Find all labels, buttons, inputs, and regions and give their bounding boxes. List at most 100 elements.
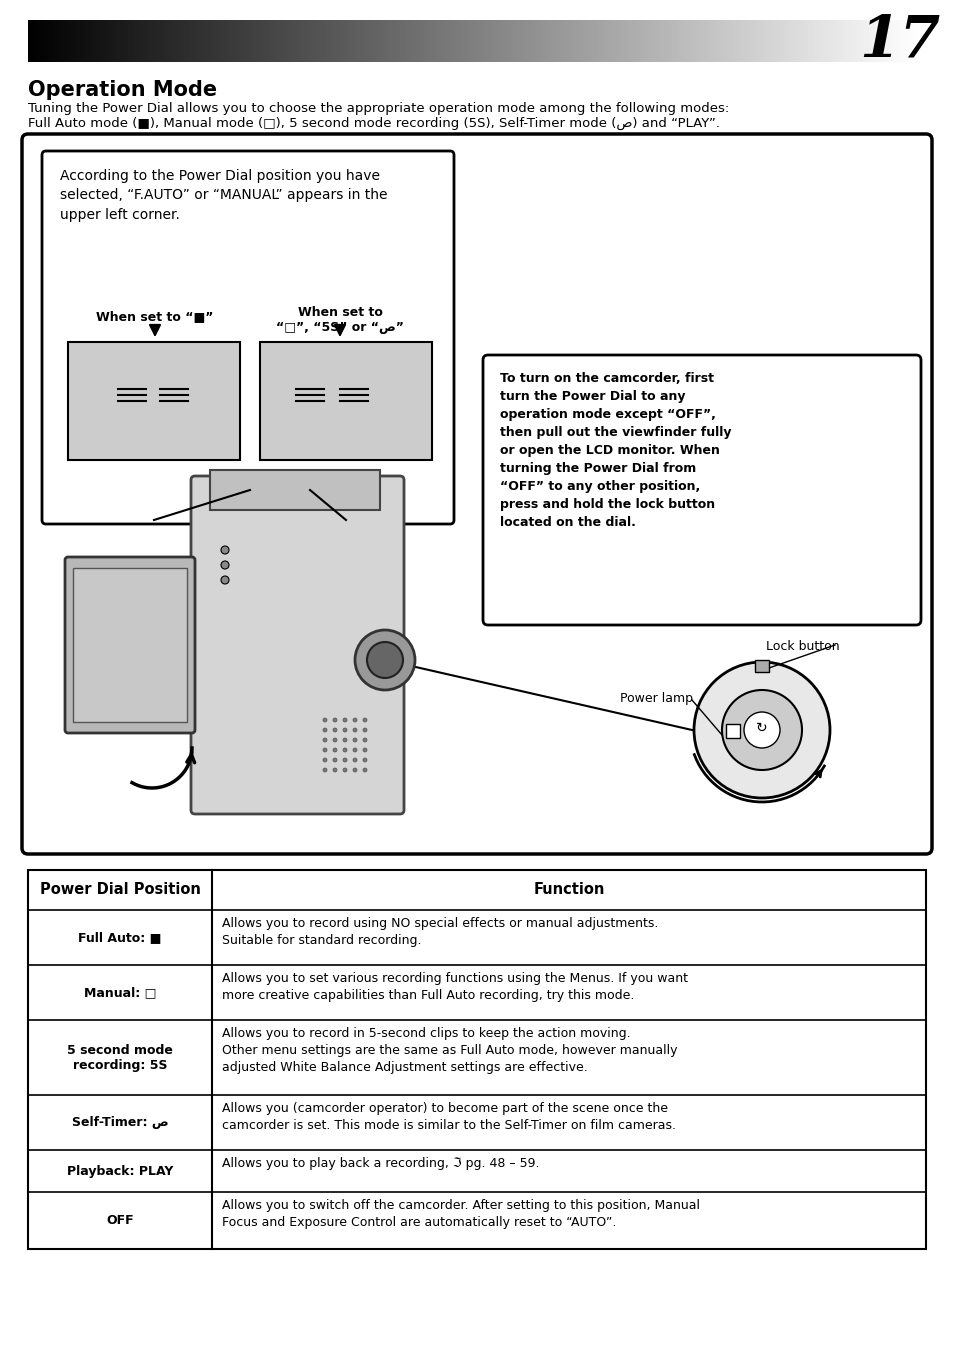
Bar	[442, 20, 446, 62]
Bar	[882, 20, 884, 62]
Bar	[295, 20, 298, 62]
Bar	[598, 20, 601, 62]
Bar	[152, 20, 156, 62]
Bar	[478, 20, 481, 62]
Bar	[331, 20, 335, 62]
Circle shape	[355, 630, 415, 690]
Bar	[863, 20, 866, 62]
Bar	[580, 20, 583, 62]
Circle shape	[333, 718, 336, 722]
Bar	[839, 20, 842, 62]
Bar	[132, 20, 136, 62]
Bar	[202, 20, 205, 62]
Bar	[420, 20, 423, 62]
Bar	[277, 20, 281, 62]
Bar	[710, 20, 713, 62]
Bar	[169, 20, 172, 62]
Bar	[730, 20, 733, 62]
Bar	[51, 20, 53, 62]
Bar	[760, 20, 764, 62]
Bar	[367, 20, 370, 62]
Bar	[578, 20, 581, 62]
Bar	[311, 20, 314, 62]
Bar	[605, 20, 608, 62]
Bar	[888, 20, 891, 62]
Bar	[759, 20, 761, 62]
Bar	[616, 20, 619, 62]
Bar	[522, 20, 526, 62]
Bar	[717, 20, 720, 62]
Bar	[266, 20, 270, 62]
Bar	[636, 20, 639, 62]
Text: Full Auto mode (■), Manual mode (□), 5 second mode recording (5S), Self-Timer mo: Full Auto mode (■), Manual mode (□), 5 s…	[28, 117, 720, 130]
Bar	[667, 20, 671, 62]
Bar	[166, 20, 170, 62]
Bar	[727, 20, 731, 62]
Bar	[177, 20, 180, 62]
Bar	[68, 20, 71, 62]
Bar	[197, 20, 200, 62]
Bar	[44, 20, 47, 62]
Bar	[462, 20, 466, 62]
Bar	[787, 20, 791, 62]
Bar	[131, 20, 133, 62]
Bar	[41, 20, 45, 62]
Bar	[663, 20, 666, 62]
Bar	[915, 20, 918, 62]
Bar	[104, 20, 107, 62]
Bar	[284, 20, 288, 62]
Bar	[719, 20, 721, 62]
Bar	[810, 20, 813, 62]
Bar	[770, 20, 773, 62]
Bar	[680, 20, 684, 62]
Bar	[594, 20, 597, 62]
Bar	[129, 20, 132, 62]
Bar	[647, 20, 651, 62]
Bar	[300, 20, 303, 62]
Bar	[242, 20, 245, 62]
Bar	[652, 20, 655, 62]
Bar	[685, 20, 688, 62]
Bar	[556, 20, 559, 62]
Bar	[30, 20, 33, 62]
Bar	[774, 20, 778, 62]
Bar	[558, 20, 561, 62]
Bar	[164, 20, 167, 62]
Bar	[763, 20, 766, 62]
Bar	[890, 20, 893, 62]
Circle shape	[333, 757, 336, 762]
Circle shape	[353, 757, 356, 762]
Text: Allows you to switch off the camcorder. After setting to this position, Manual
F: Allows you to switch off the camcorder. …	[222, 1199, 700, 1229]
Bar	[146, 20, 150, 62]
Text: When set to
“□”, “5S” or “ص”: When set to “□”, “5S” or “ص”	[275, 306, 403, 333]
Bar	[309, 20, 312, 62]
Bar	[454, 20, 456, 62]
Bar	[743, 20, 746, 62]
Bar	[384, 20, 388, 62]
Bar	[725, 20, 728, 62]
Bar	[117, 20, 120, 62]
Bar	[54, 20, 58, 62]
Bar	[516, 20, 519, 62]
Bar	[781, 20, 784, 62]
Circle shape	[323, 757, 327, 762]
Bar	[460, 20, 463, 62]
Bar	[395, 20, 398, 62]
Bar	[765, 20, 768, 62]
Bar	[375, 20, 378, 62]
Bar	[427, 20, 430, 62]
Bar	[467, 20, 470, 62]
Bar	[337, 20, 341, 62]
Bar	[351, 20, 355, 62]
Bar	[734, 20, 738, 62]
Bar	[224, 20, 227, 62]
Bar	[700, 20, 704, 62]
Bar	[821, 20, 824, 62]
Circle shape	[343, 757, 347, 762]
Bar	[347, 20, 350, 62]
Bar	[574, 20, 577, 62]
Bar	[249, 20, 252, 62]
Bar	[74, 20, 78, 62]
Bar	[407, 20, 410, 62]
Bar	[868, 20, 871, 62]
